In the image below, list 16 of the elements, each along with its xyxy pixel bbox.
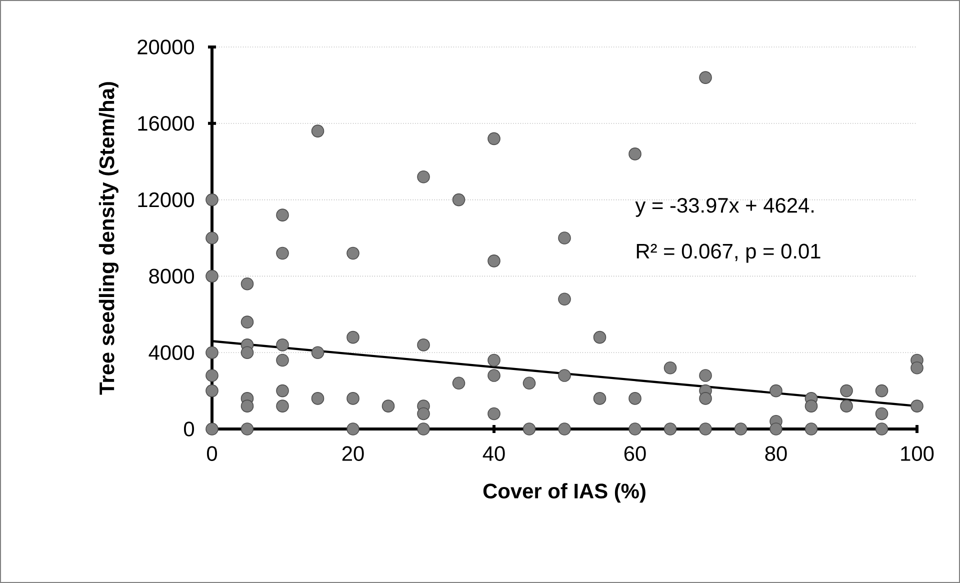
x-tick-label: 100 [901, 446, 934, 461]
y-axis-title: Tree seedling density (Stem/ha) [98, 82, 119, 395]
x-tick-label: 20 [342, 446, 364, 461]
x-tick-label: 0 [206, 446, 217, 461]
x-axis-title: Cover of IAS (%) [483, 483, 646, 503]
y-tick-label: 20000 [138, 40, 194, 54]
x-tick-label: 80 [765, 446, 787, 461]
x-tick-label: 60 [624, 446, 646, 461]
y-tick-label: 0 [184, 422, 194, 436]
x-tick-label: 40 [482, 446, 505, 461]
annotation: y = -33.97x + 4624. [635, 198, 814, 217]
y-tick-label: 12000 [138, 192, 194, 208]
annotation: R² = 0.067, p = 0.01 [636, 244, 820, 263]
y-tick-label: 4000 [148, 345, 194, 360]
y-tick-label: 8000 [149, 268, 194, 284]
y-tick-label: 16000 [138, 116, 194, 131]
